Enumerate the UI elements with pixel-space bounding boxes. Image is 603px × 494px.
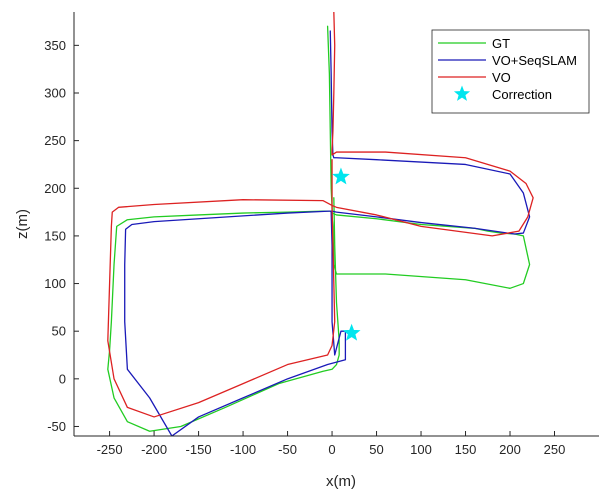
x-tick-label: 150: [455, 442, 477, 457]
legend-label-vo-seqslam: VO+SeqSLAM: [492, 53, 577, 68]
legend-label-correction: Correction: [492, 87, 552, 102]
y-tick-label: 0: [59, 371, 66, 386]
x-tick-label: -150: [186, 442, 212, 457]
series-line-vo: [107, 12, 534, 418]
series-line-vo-seqslam: [124, 30, 531, 436]
x-tick-label: 250: [544, 442, 566, 457]
y-tick-label: 250: [44, 133, 66, 148]
y-tick-label: 50: [52, 324, 66, 339]
y-tick-label: 300: [44, 85, 66, 100]
x-tick-label: 200: [499, 442, 521, 457]
y-tick-label: -50: [47, 419, 66, 434]
legend-label-gt: GT: [492, 36, 510, 51]
x-tick-label: -200: [141, 442, 167, 457]
y-tick-label: 100: [44, 276, 66, 291]
correction-star-icon: [342, 323, 361, 341]
legend-swatch-correction-star-icon: [453, 85, 471, 101]
x-tick-label: -50: [278, 442, 297, 457]
y-tick-label: 350: [44, 38, 66, 53]
x-tick-label: -250: [97, 442, 123, 457]
y-tick-label: 150: [44, 228, 66, 243]
legend: GT VO+SeqSLAM VO Correction: [431, 29, 590, 114]
x-tick-label: 50: [369, 442, 383, 457]
marker-layer: [332, 167, 361, 341]
y-tick-label: 200: [44, 181, 66, 196]
x-tick-label: 0: [328, 442, 335, 457]
legend-label-vo: VO: [492, 70, 511, 85]
x-tick-label: -100: [230, 442, 256, 457]
correction-star-icon: [332, 167, 350, 185]
x-tick-label: 100: [410, 442, 432, 457]
series-layer: [107, 12, 534, 436]
x-ticks: -250 -200 -150 -100 -50 0 50 100 150 200 250: [97, 431, 566, 457]
x-axis-label: x(m): [326, 473, 356, 490]
y-axis-label: z(m): [14, 209, 31, 239]
y-ticks: -50 0 50 100 150 200 250 300 350: [44, 38, 79, 434]
